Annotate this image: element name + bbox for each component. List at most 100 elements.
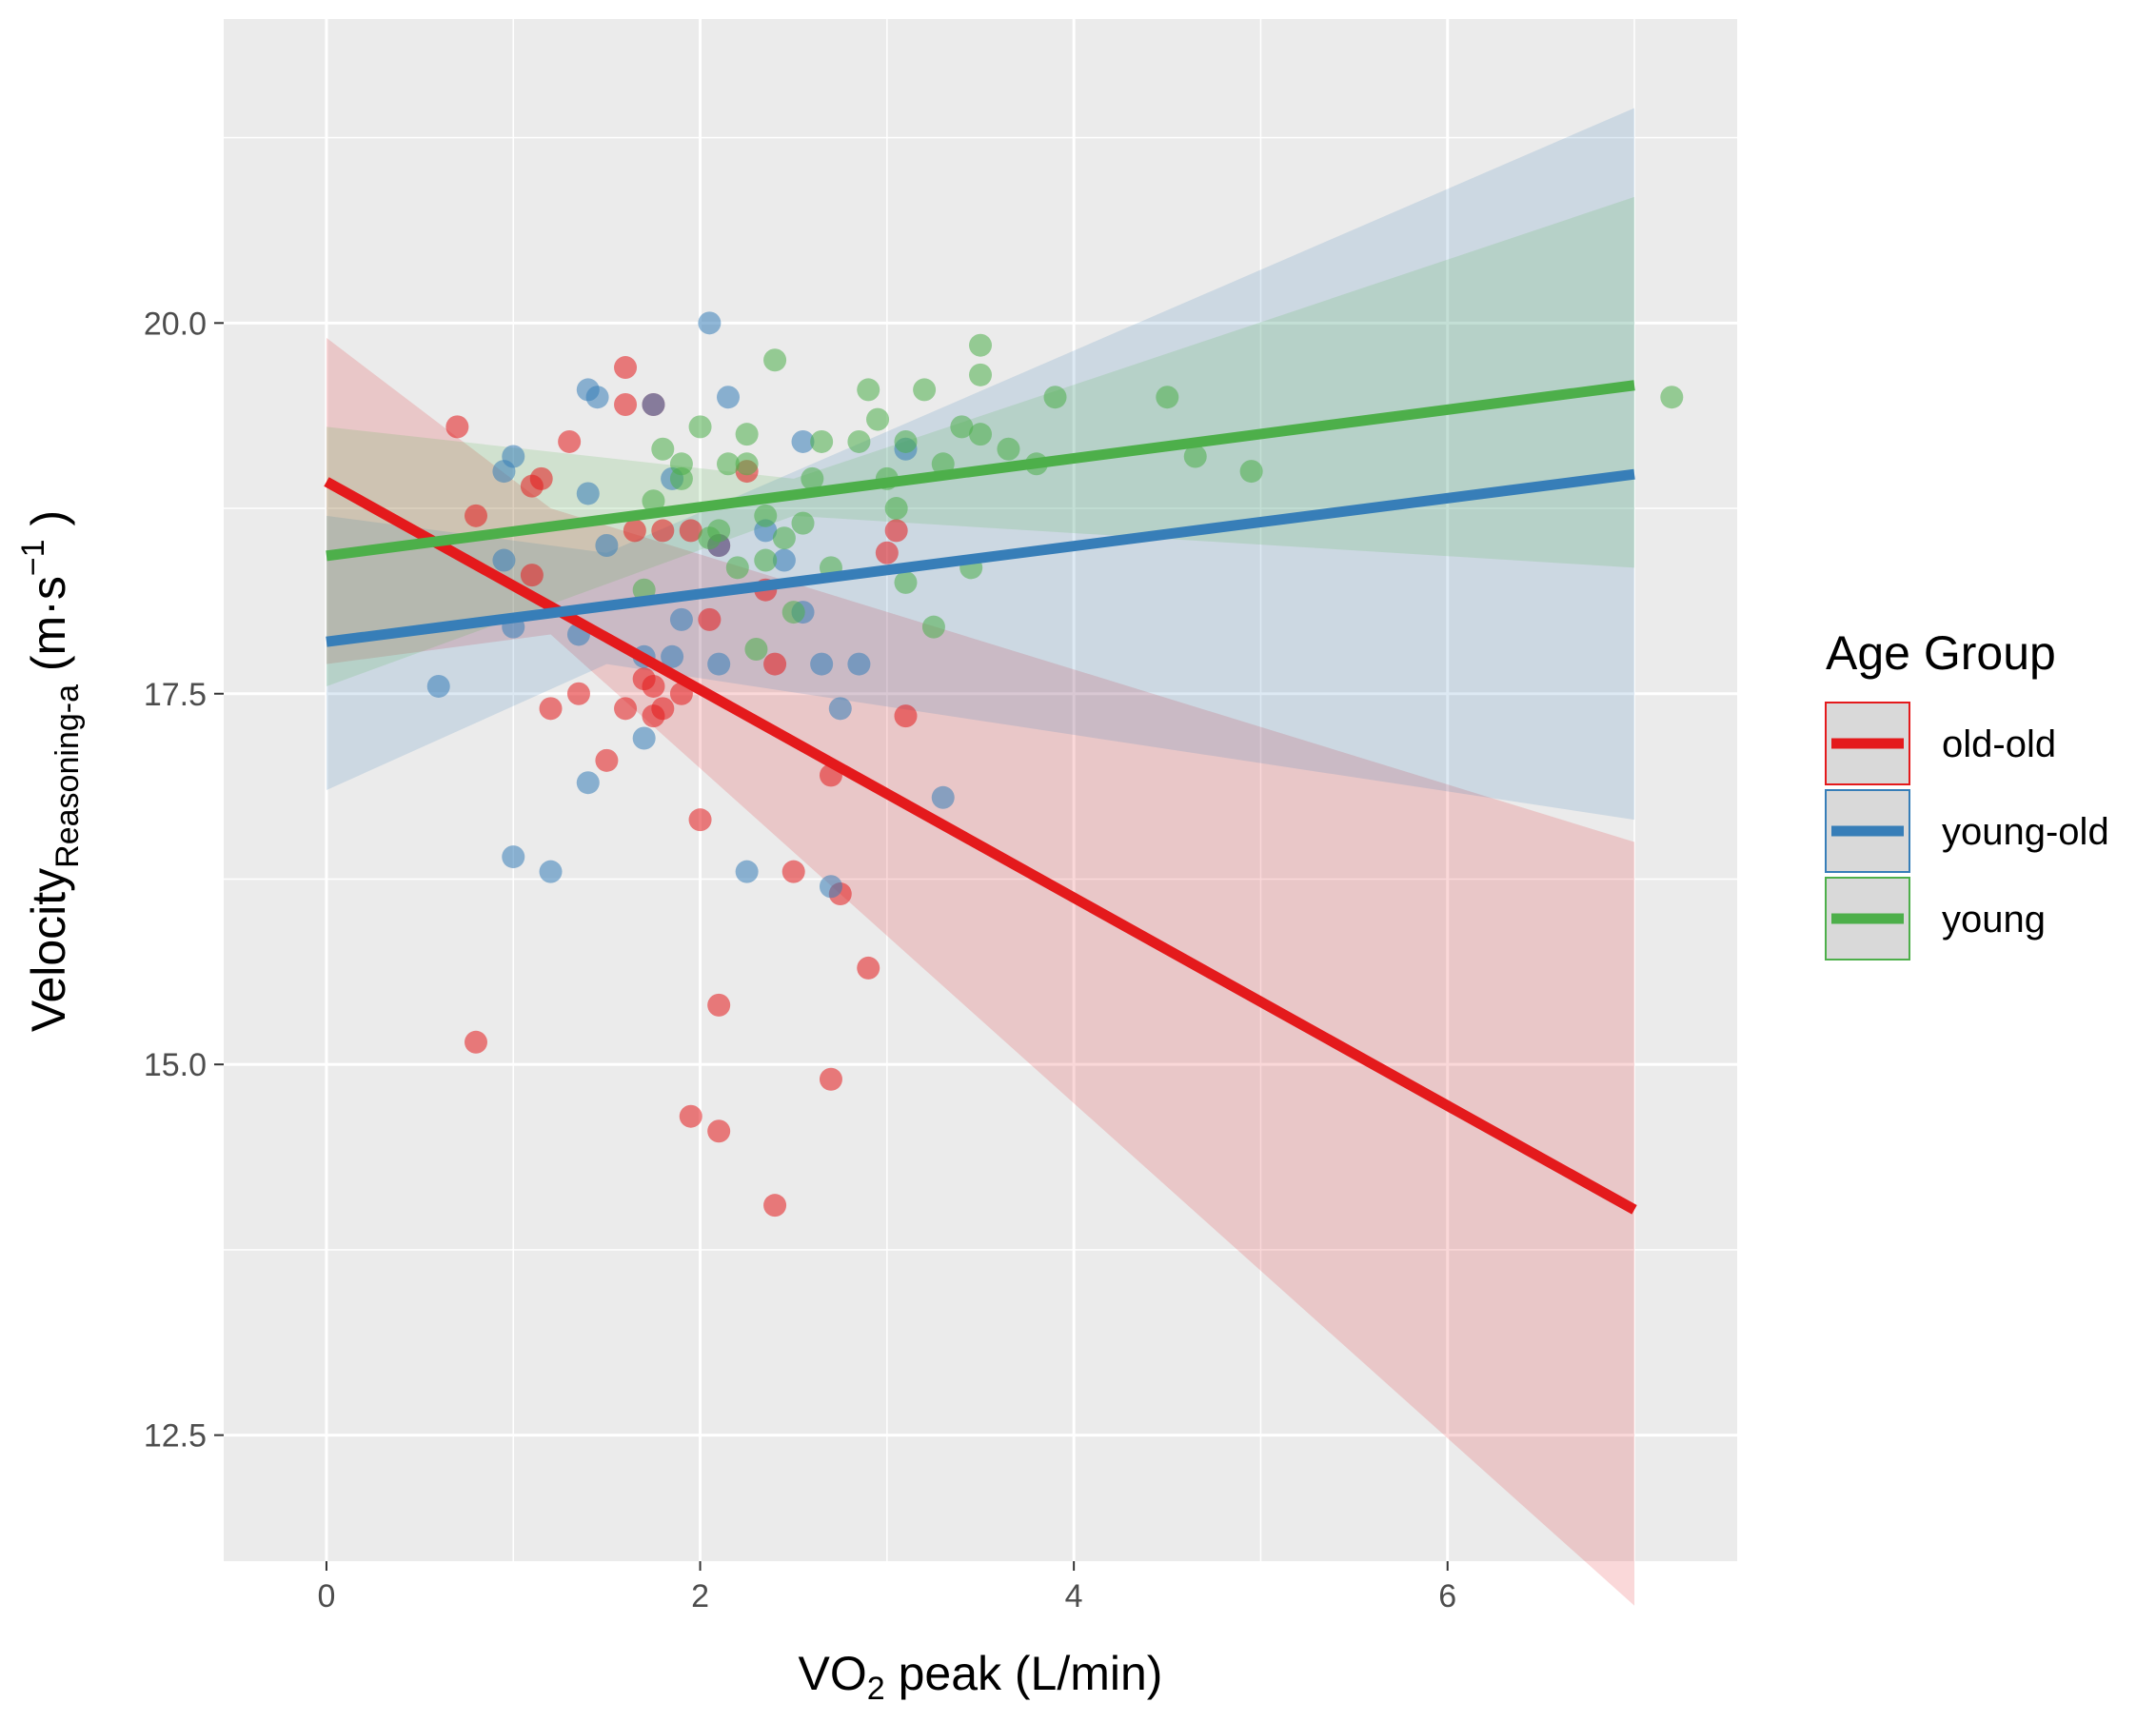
y-tick-label: 15.0 <box>144 1047 207 1083</box>
ci-band-young-old <box>326 108 1635 821</box>
point-young-old <box>585 386 609 409</box>
point-young-old <box>576 771 600 795</box>
point-young-old <box>717 386 740 409</box>
x-tick-label: 6 <box>1438 1578 1456 1614</box>
point-young-old <box>931 785 955 809</box>
point-young <box>763 348 787 372</box>
point-old-old <box>614 697 638 721</box>
legend-label-young-old: young-old <box>1942 811 2109 853</box>
point-old-old <box>529 466 553 490</box>
point-young-old <box>595 533 619 557</box>
point-young-old <box>772 548 796 572</box>
y-axis-title-sup: −1 <box>15 539 51 576</box>
y-tick-label: 12.5 <box>144 1418 207 1455</box>
y-axis-title-unit-s: s <box>22 576 75 600</box>
point-young <box>735 452 759 476</box>
point-old-old <box>698 607 722 631</box>
point-young <box>857 378 880 402</box>
point-old-old <box>623 519 646 543</box>
point-young-old <box>632 726 656 750</box>
point-young <box>950 415 974 439</box>
plot-panel <box>224 19 1737 1561</box>
point-old-old <box>819 1067 842 1091</box>
point-young <box>642 489 665 513</box>
x-axis: 0 2 4 6 <box>318 1561 1456 1614</box>
point-old-old <box>884 519 908 543</box>
point-young <box>969 333 992 357</box>
y-axis-title-dot: · <box>22 600 75 616</box>
point-old-old <box>875 541 899 564</box>
point-young-old <box>828 697 852 721</box>
point-young-old <box>819 875 842 899</box>
x-tick-label: 2 <box>691 1578 709 1614</box>
point-old-old <box>688 808 712 832</box>
point-old-old <box>763 1194 787 1218</box>
point-old-old <box>781 860 805 883</box>
point-old-old <box>539 697 563 721</box>
point-young <box>744 638 768 662</box>
point-old-old <box>707 993 731 1017</box>
point-young <box>1043 386 1067 409</box>
y-axis-title-sub: Reasoning-a <box>49 684 86 868</box>
point-young-old <box>847 652 871 676</box>
point-young <box>1239 460 1263 484</box>
point-young <box>1156 386 1179 409</box>
point-young <box>969 363 992 386</box>
point-old-old <box>520 564 544 587</box>
y-axis: 12.5 15.0 17.5 20.0 <box>144 306 224 1455</box>
legend: Age Group old-old young-old young <box>1825 626 2109 961</box>
point-young-old <box>810 652 834 676</box>
point-old-old <box>651 519 675 543</box>
point-young-old <box>502 445 525 468</box>
point-young <box>1660 386 1684 409</box>
point-old-old <box>465 504 487 527</box>
point-young <box>717 452 740 476</box>
point-young-old <box>791 429 815 453</box>
point-old-old <box>465 1030 487 1054</box>
point-young-old <box>707 652 731 676</box>
point-young <box>725 556 749 580</box>
x-tick-label: 4 <box>1065 1578 1083 1614</box>
point-young <box>913 378 937 402</box>
point-old-old <box>595 748 619 772</box>
point-young <box>894 570 918 594</box>
legend-label-old-old: old-old <box>1942 723 2056 765</box>
point-old-old <box>642 674 665 698</box>
point-young-old <box>661 644 684 668</box>
point-old-old <box>614 393 638 416</box>
y-tick-label: 20.0 <box>144 306 207 342</box>
point-old-old <box>679 519 702 543</box>
point-young <box>884 497 908 521</box>
point-old-old <box>707 1119 731 1143</box>
point-old-old <box>566 682 590 705</box>
x-tick-label: 0 <box>318 1578 336 1614</box>
point-young-old <box>576 482 600 505</box>
point-young-old <box>426 674 450 698</box>
point-young <box>997 437 1020 461</box>
point-young <box>801 466 824 490</box>
point-young <box>707 519 731 543</box>
legend-title: Age Group <box>1826 626 2056 680</box>
y-axis-title-unit-open: (m <box>22 616 75 684</box>
point-young <box>781 601 805 624</box>
point-old-old <box>857 956 880 980</box>
point-young-old <box>492 548 516 572</box>
point-old-old <box>445 415 469 439</box>
y-tick-label: 17.5 <box>144 677 207 713</box>
point-young <box>754 548 778 572</box>
point-young-old <box>735 860 759 883</box>
point-young-old <box>698 311 722 335</box>
point-old-old <box>894 704 918 728</box>
point-young <box>651 437 675 461</box>
point-old-old <box>651 697 675 721</box>
point-young <box>669 466 693 490</box>
x-axis-title: VO2 peak (L/min) <box>799 1647 1163 1707</box>
x-axis-title-sub: 2 <box>867 1671 885 1707</box>
y-axis-title-unit-close: ) <box>22 510 75 540</box>
point-old-old <box>679 1104 702 1128</box>
fit-line-old-old <box>324 477 1637 1215</box>
grid-major <box>224 19 1737 1561</box>
point-young <box>754 504 778 527</box>
fit-line-young <box>326 380 1635 562</box>
